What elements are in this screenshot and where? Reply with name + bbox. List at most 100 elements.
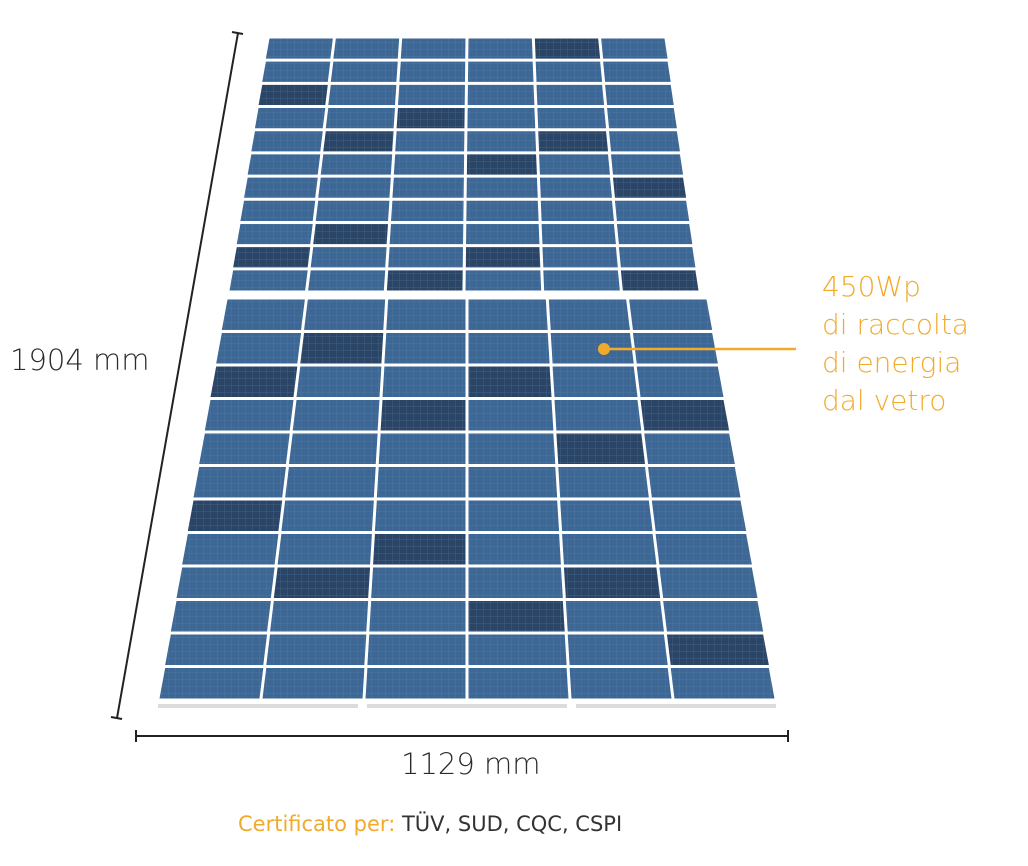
solar-cell-texture [320,154,393,175]
solar-cell-texture [565,601,664,632]
solar-cell-texture [468,38,533,59]
callout-line-2: di raccolta [822,308,969,341]
solar-cell-texture [380,400,466,431]
solar-cell-texture [371,567,466,598]
solar-cell-texture [651,500,747,531]
solar-cell-texture [466,200,539,221]
solar-cell-texture [182,534,279,565]
solar-cell-texture [468,433,556,464]
solar-cell-texture [229,270,308,291]
solar-cell-texture [199,433,290,464]
solar-cell-texture [663,601,764,632]
solar-cell-texture [567,634,668,665]
solar-cell-texture [620,270,699,291]
solar-cell-texture [536,84,605,106]
solar-cell-texture [240,200,316,221]
solar-cell-texture [159,668,264,699]
solar-cell-texture [285,467,376,498]
solar-cell-texture [467,131,537,152]
solar-cell-texture [609,131,680,152]
solar-cell-texture [640,400,730,431]
solar-cell-texture [466,177,538,198]
solar-cell-texture [468,299,548,330]
solar-cell-texture [273,567,371,598]
solar-cell-texture [374,500,466,531]
solar-cell-texture [193,467,286,498]
solar-cell-texture [262,668,365,699]
solar-cell-texture [384,333,466,364]
solar-cell-texture [400,38,466,59]
power-callout: 450Wp di raccolta di energia dal vetro [822,268,969,420]
solar-cell-texture [563,567,661,598]
solar-cell-texture [558,467,649,498]
solar-cell-texture [210,366,298,397]
solar-cell-texture [277,534,372,565]
solar-cell-texture [636,366,724,397]
solar-cell-texture [666,634,769,665]
certification-label: Certificato per: [238,812,396,836]
solar-cell-texture [258,84,328,106]
solar-cell-texture [562,534,657,565]
solar-cell-texture [468,534,561,565]
solar-cell-texture [659,567,758,598]
callout-line-1: 450Wp [822,270,921,303]
solar-cell-texture [539,177,612,198]
solar-cell-texture [466,154,537,175]
solar-cell-texture [468,500,560,531]
solar-cell-texture [629,299,713,330]
solar-cell-texture [468,467,558,498]
solar-cell-texture [644,433,735,464]
solar-cell-texture [468,400,554,431]
solar-cell-texture [296,366,382,397]
solar-cell-texture [537,108,607,129]
callout-pointer [598,343,796,355]
solar-cell-texture [386,299,466,330]
solar-cell-texture [315,200,390,221]
solar-cell-texture [292,400,380,431]
solar-cell-texture [468,634,567,665]
solar-cell-texture [247,154,321,175]
solar-cell-texture [550,333,634,364]
panel-width-label: 1129 mm [401,747,541,781]
solar-cell-texture [396,108,465,129]
solar-cell-texture [618,247,696,268]
certification-line: Certificato per: TÜV, SUD, CQC, CSPI [238,812,622,836]
solar-cell-texture [542,247,618,268]
width-dimension-line [135,730,789,742]
solar-cell-texture [170,601,271,632]
solar-cell-texture [391,200,464,221]
solar-cell-texture [288,433,378,464]
solar-cell-texture [465,270,542,291]
solar-cell-texture [365,668,466,699]
solar-cell-texture [221,299,305,330]
solar-cell-texture [333,38,400,59]
solar-cell-texture [270,601,369,632]
solar-cell-texture [539,154,610,175]
solar-cell-texture [376,467,466,498]
solar-cell-texture [397,84,465,106]
solar-cell-texture [313,223,389,245]
solar-cell-texture [216,333,302,364]
solar-cell-texture [538,131,609,152]
solar-cell-texture [262,61,331,82]
solar-cell-texture [607,108,677,129]
solar-cell-texture [399,61,466,82]
solar-cell-texture [308,270,386,291]
solar-cell-texture [552,366,638,397]
solar-cell-texture [328,84,397,106]
solar-cell-texture [265,38,333,59]
panel-height-label: 1904 mm [10,343,150,377]
callout-line-3: di energia [822,346,962,379]
solar-cell-texture [367,634,466,665]
solar-cell-texture [468,366,552,397]
solar-cell-texture [543,270,620,291]
solar-cell-texture [540,200,614,221]
solar-cell-texture [395,131,465,152]
solar-cell-texture [601,38,668,59]
solar-cell-texture [541,223,616,245]
solar-cell-texture [300,333,384,364]
solar-cell-texture [468,567,563,598]
solar-cell-texture [467,108,536,129]
solar-cell-texture [648,467,741,498]
